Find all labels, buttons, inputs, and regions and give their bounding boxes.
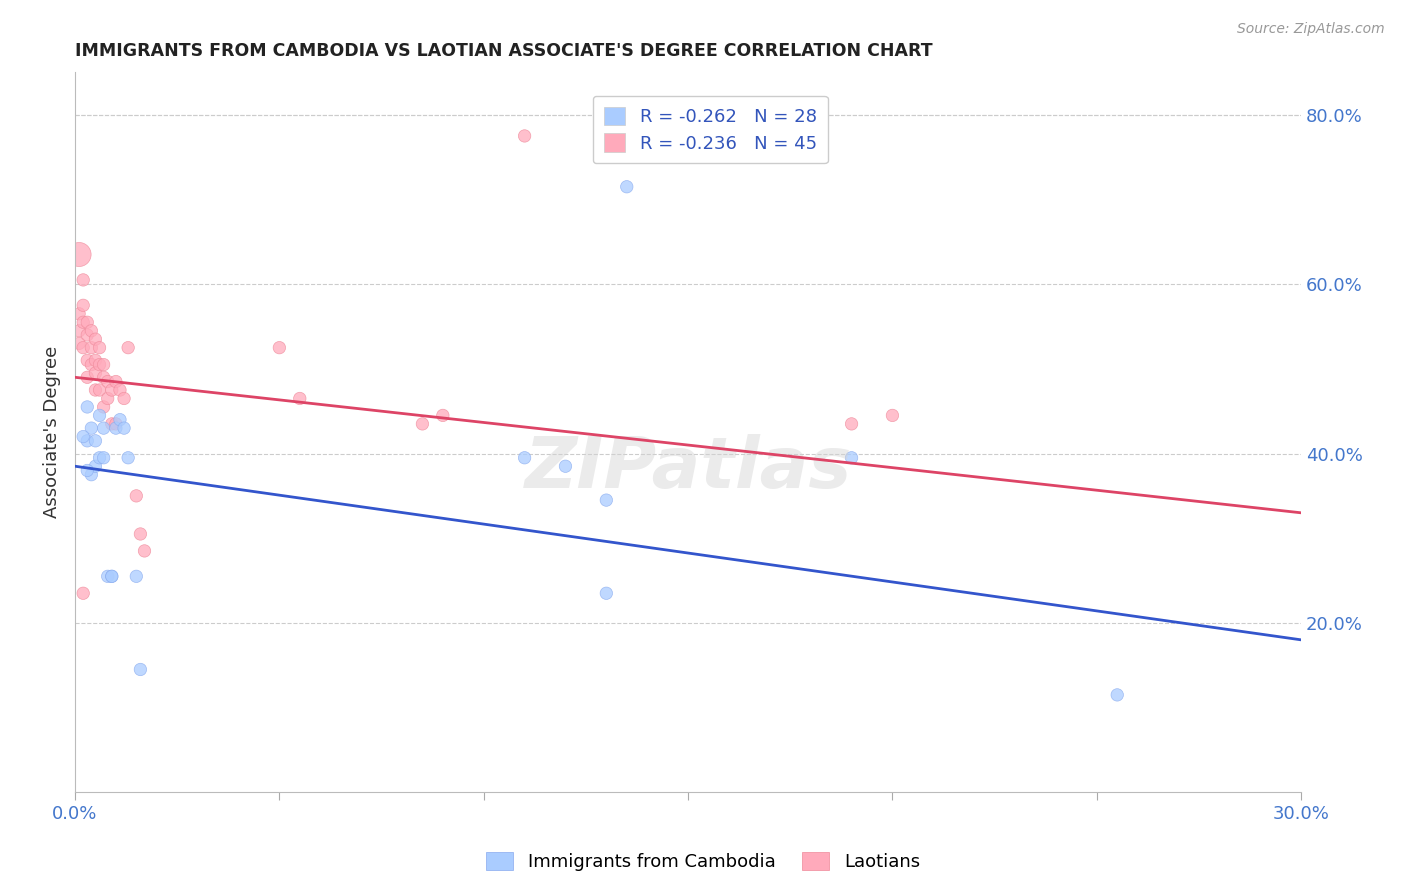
Point — [89, 409, 111, 423]
Point — [72, 315, 94, 329]
Point — [101, 383, 124, 397]
Point — [595, 586, 617, 600]
Point — [129, 527, 152, 541]
Point — [101, 569, 124, 583]
Point — [117, 450, 139, 465]
Point — [80, 421, 103, 435]
Point — [89, 341, 111, 355]
Point — [595, 493, 617, 508]
Point — [841, 450, 863, 465]
Point — [93, 370, 115, 384]
Point — [89, 358, 111, 372]
Point — [269, 341, 291, 355]
Point — [67, 307, 90, 321]
Point — [84, 353, 107, 368]
Point — [72, 429, 94, 443]
Point — [76, 353, 98, 368]
Point — [125, 489, 148, 503]
Point — [616, 179, 638, 194]
Point — [84, 332, 107, 346]
Point — [134, 544, 156, 558]
Point — [72, 273, 94, 287]
Point — [882, 409, 904, 423]
Point — [513, 450, 536, 465]
Point — [84, 366, 107, 380]
Point — [89, 450, 111, 465]
Point — [80, 467, 103, 482]
Point — [72, 586, 94, 600]
Point — [80, 341, 103, 355]
Point — [93, 358, 115, 372]
Point — [80, 324, 103, 338]
Point — [67, 324, 90, 338]
Point — [841, 417, 863, 431]
Point — [411, 417, 433, 431]
Point — [101, 417, 124, 431]
Point — [432, 409, 454, 423]
Point — [104, 417, 127, 431]
Point — [80, 358, 103, 372]
Text: IMMIGRANTS FROM CAMBODIA VS LAOTIAN ASSOCIATE'S DEGREE CORRELATION CHART: IMMIGRANTS FROM CAMBODIA VS LAOTIAN ASSO… — [75, 42, 932, 60]
Point — [97, 392, 120, 406]
Point — [76, 463, 98, 477]
Point — [76, 370, 98, 384]
Point — [67, 247, 90, 261]
Point — [76, 328, 98, 343]
Point — [93, 421, 115, 435]
Point — [117, 341, 139, 355]
Point — [93, 450, 115, 465]
Point — [129, 663, 152, 677]
Point — [112, 392, 135, 406]
Point — [84, 383, 107, 397]
Point — [104, 375, 127, 389]
Point — [84, 459, 107, 474]
Text: Source: ZipAtlas.com: Source: ZipAtlas.com — [1237, 22, 1385, 37]
Point — [125, 569, 148, 583]
Legend: Immigrants from Cambodia, Laotians: Immigrants from Cambodia, Laotians — [479, 845, 927, 879]
Point — [72, 298, 94, 312]
Point — [72, 341, 94, 355]
Point — [108, 412, 131, 426]
Point — [76, 400, 98, 414]
Point — [97, 569, 120, 583]
Point — [76, 315, 98, 329]
Point — [554, 459, 576, 474]
Text: ZIPatlas: ZIPatlas — [524, 434, 852, 503]
Point — [89, 383, 111, 397]
Point — [104, 421, 127, 435]
Point — [84, 434, 107, 448]
Legend: R = -0.262   N = 28, R = -0.236   N = 45: R = -0.262 N = 28, R = -0.236 N = 45 — [593, 95, 828, 163]
Point — [101, 569, 124, 583]
Point — [108, 383, 131, 397]
Point — [76, 434, 98, 448]
Point — [1107, 688, 1129, 702]
Point — [288, 392, 311, 406]
Point — [97, 375, 120, 389]
Point — [93, 400, 115, 414]
Point — [67, 336, 90, 351]
Point — [112, 421, 135, 435]
Point — [513, 128, 536, 143]
Y-axis label: Associate's Degree: Associate's Degree — [44, 346, 60, 518]
